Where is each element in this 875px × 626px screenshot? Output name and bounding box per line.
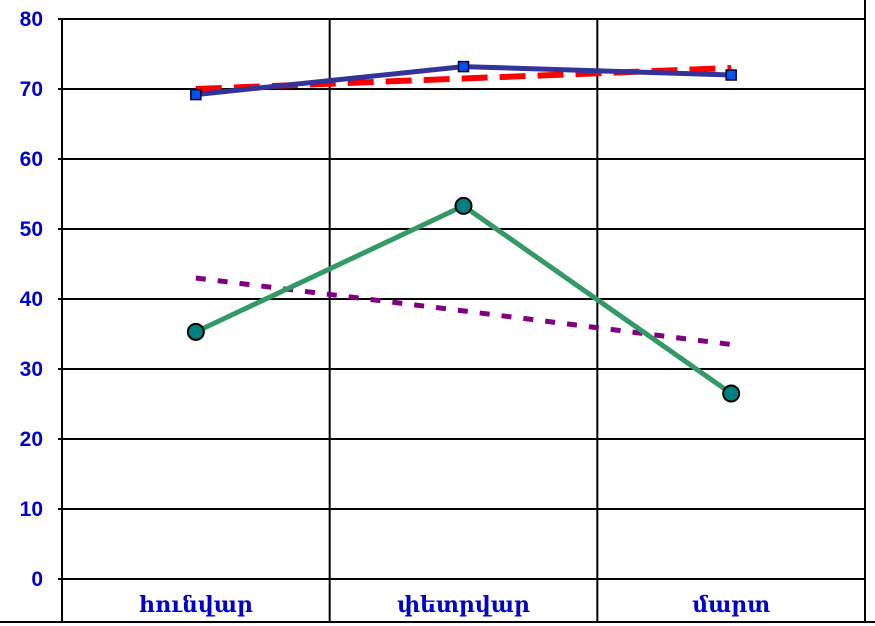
series-0 [190,60,737,101]
y-axis-tick-labels: 0 10 20 30 40 50 60 70 80 [20,8,43,591]
series-0-point-2 [725,69,737,81]
y-tick-label: 10 [20,498,43,521]
y-tick-label: 20 [20,428,43,451]
y-tick-label: 0 [31,568,43,591]
y-tick-label: 80 [20,8,43,31]
x-axis-tick-labels: հունվար փետրվար մարտ [139,592,770,618]
y-tick-label: 40 [20,288,43,311]
x-tick-label: մարտ [692,592,770,618]
data-series [186,60,741,403]
series-1-point-2 [722,384,741,403]
series-0-point-1 [457,60,470,73]
x-tick-label: փետրվար [397,592,530,618]
y-tick-label: 60 [20,148,43,171]
series-0-point-0 [190,88,202,101]
y-tick-label: 70 [20,78,43,101]
y-tick-label: 50 [20,218,43,241]
series-1-point-1 [454,196,473,215]
series-1 [186,196,741,403]
y-tick-label: 30 [20,358,43,381]
series-1-point-0 [186,322,205,341]
x-tick-label: հունվար [139,592,253,618]
